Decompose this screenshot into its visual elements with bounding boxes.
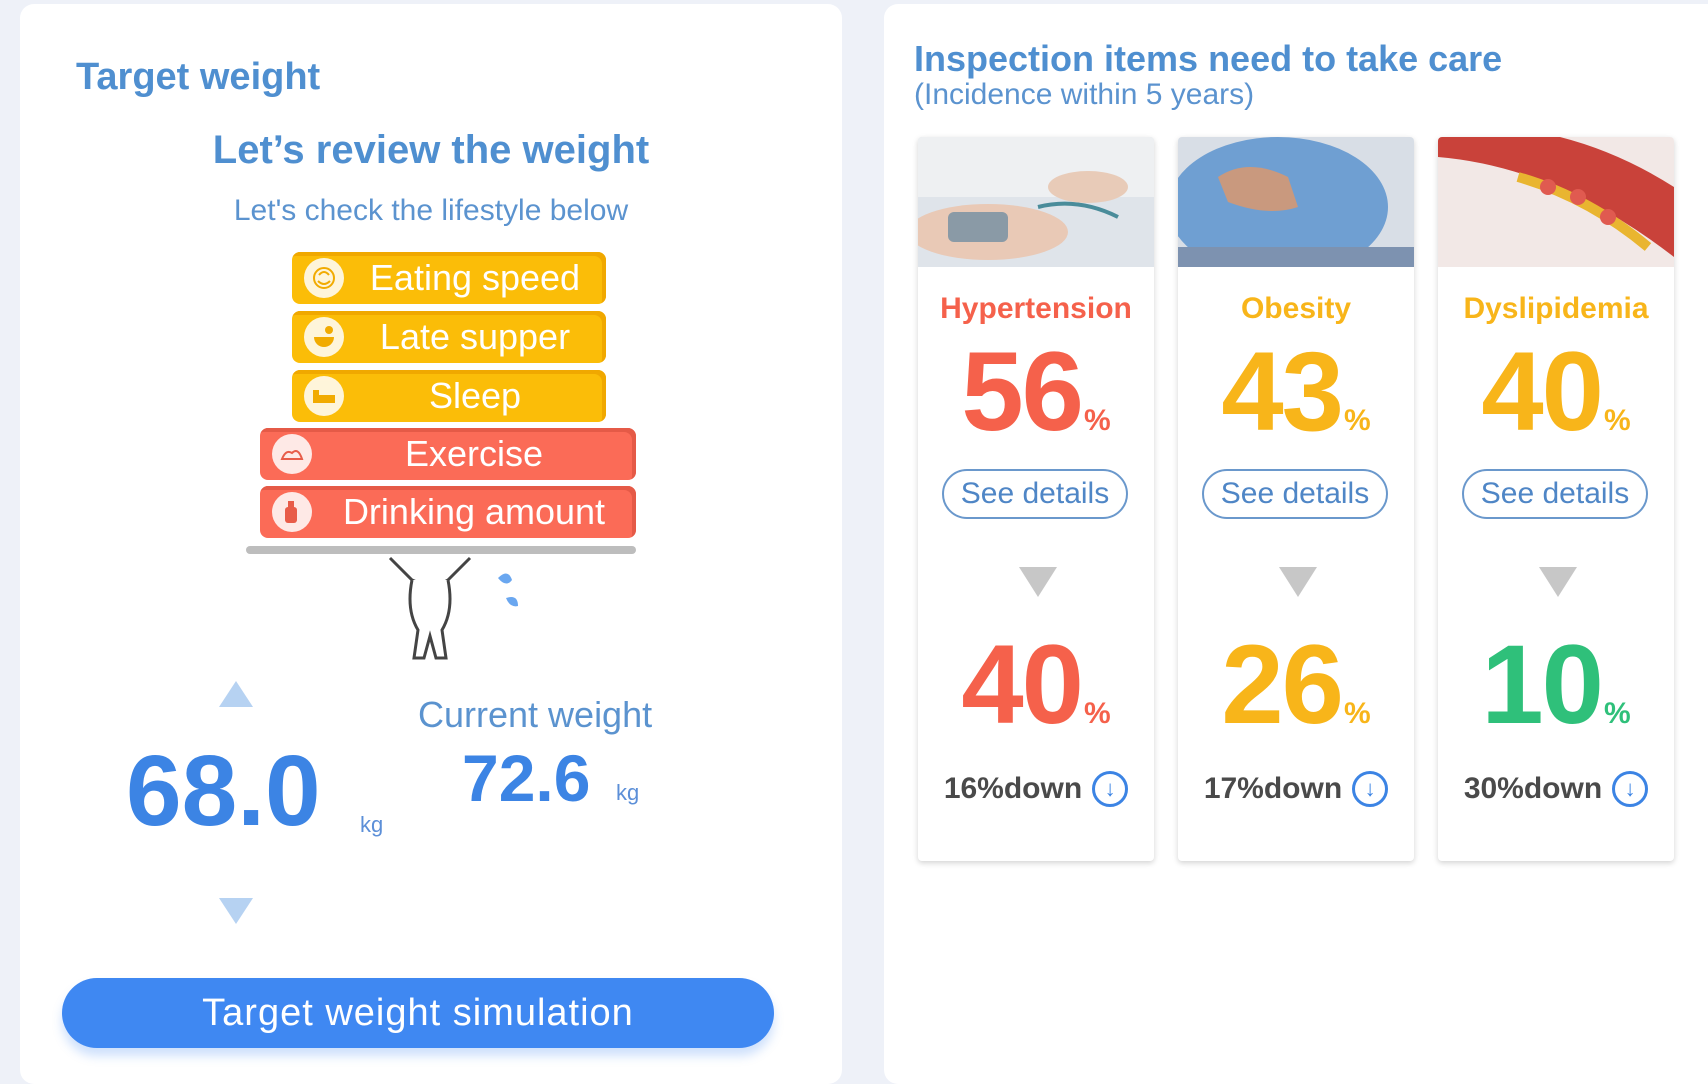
inspection-subtitle: (Incidence within 5 years) (914, 78, 1255, 111)
inspection-panel: Inspection items need to take care (Inci… (884, 4, 1708, 1084)
before-percentage: 56% (918, 327, 1154, 456)
lifestyle-late-supper[interactable]: Late supper (292, 311, 606, 363)
reduction-row: 17%down ↓ (1178, 771, 1414, 807)
hypertension-image (918, 137, 1154, 267)
see-details-button[interactable]: See details (942, 469, 1128, 519)
down-triangle-icon (1019, 567, 1057, 597)
increase-arrow-icon[interactable] (219, 681, 253, 707)
target-weight-simulation-button[interactable]: Target weight simulation (62, 978, 774, 1048)
after-percentage: 40% (918, 620, 1154, 749)
review-subhead: Let's check the lifestyle below (233, 194, 629, 227)
percent-sign: % (1083, 404, 1111, 437)
down-triangle-icon (1279, 567, 1317, 597)
lifestyle-label: Drinking amount (342, 491, 606, 532)
percent-sign: % (1343, 404, 1371, 437)
target-weight-unit: kg (360, 812, 384, 837)
percent-sign: % (1083, 697, 1111, 730)
percent-sign: % (1603, 404, 1631, 437)
percent-sign: % (1603, 697, 1631, 730)
late-supper-icon (304, 317, 344, 357)
see-details-button[interactable]: See details (1202, 469, 1388, 519)
card-name: Hypertension (940, 292, 1132, 325)
before-percentage: 43% (1178, 327, 1414, 456)
dyslipidemia-image (1438, 137, 1674, 267)
reduction-text: 30%down (1463, 772, 1603, 805)
exercise-icon (272, 434, 312, 474)
current-weight-value: 72.6 (462, 741, 591, 815)
review-headline: Let’s review the weight (212, 128, 650, 172)
after-value: 26 (1221, 622, 1344, 747)
sleep-icon (304, 376, 344, 416)
card-hypertension: Hypertension 56% See details 40% 16%down… (918, 137, 1154, 861)
before-percentage: 40% (1438, 327, 1674, 456)
arrow-down-circle-icon: ↓ (1612, 771, 1649, 807)
see-details-button[interactable]: See details (1462, 469, 1648, 519)
drinking-icon (272, 492, 312, 532)
card-dyslipidemia: Dyslipidemia 40% See details 10% 30%down… (1438, 137, 1674, 861)
arrow-down-circle-icon: ↓ (1092, 771, 1129, 807)
lifestyle-label: Late supper (379, 316, 571, 357)
lifestyle-sleep[interactable]: Sleep (292, 370, 606, 422)
decrease-arrow-icon[interactable] (219, 898, 253, 924)
inspection-title: Inspection items need to take care (914, 38, 1503, 79)
arrow-down-circle-icon: ↓ (1352, 771, 1389, 807)
stack-base-bar (246, 546, 636, 554)
eating-speed-icon (304, 258, 344, 298)
reduction-text: 16%down (943, 772, 1083, 805)
lifestyle-label: Exercise (404, 433, 544, 474)
current-weight-label: Current weight (418, 694, 653, 735)
after-percentage: 26% (1178, 620, 1414, 749)
lifestyle-label: Sleep (428, 375, 522, 416)
percent-sign: % (1343, 697, 1371, 730)
obesity-image (1178, 137, 1414, 267)
card-name: Obesity (1240, 292, 1352, 325)
after-value: 10 (1481, 622, 1604, 747)
after-value: 40 (961, 622, 1084, 747)
reduction-text: 17%down (1203, 772, 1343, 805)
before-value: 40 (1481, 329, 1604, 454)
lifestyle-label: Eating speed (369, 257, 581, 298)
person-lifting-icon (388, 556, 518, 660)
card-name: Dyslipidemia (1463, 292, 1649, 325)
down-triangle-icon (1539, 567, 1577, 597)
reduction-row: 30%down ↓ (1438, 771, 1674, 807)
lifestyle-eating-speed[interactable]: Eating speed (292, 252, 606, 304)
target-weight-panel: Target weight Let’s review the weight Le… (20, 4, 842, 1084)
lifestyle-drinking[interactable]: Drinking amount (260, 486, 636, 538)
before-value: 43 (1221, 329, 1344, 454)
current-weight-unit: kg (616, 780, 640, 805)
before-value: 56 (961, 329, 1084, 454)
panel-title: Target weight (76, 56, 321, 98)
card-obesity: Obesity 43% See details 26% 17%down ↓ (1178, 137, 1414, 861)
reduction-row: 16%down ↓ (918, 771, 1154, 807)
lifestyle-exercise[interactable]: Exercise (260, 428, 636, 480)
target-weight-value: 68.0 (126, 735, 321, 847)
after-percentage: 10% (1438, 620, 1674, 749)
